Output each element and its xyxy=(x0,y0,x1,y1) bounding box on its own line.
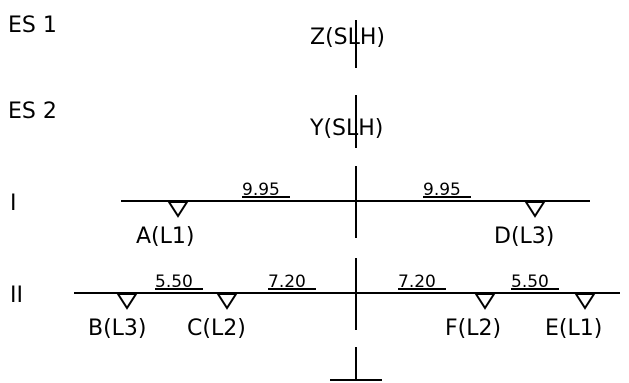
support-triangle-f xyxy=(474,293,496,310)
span-value: 9.95 xyxy=(423,180,461,200)
support-triangle-e xyxy=(574,293,596,310)
marker-z: Z(SLH) xyxy=(310,25,385,50)
level-label-ii: II xyxy=(10,283,23,308)
span-value: 7.20 xyxy=(398,272,436,292)
support-label-b: B(L3) xyxy=(88,316,147,341)
span-value: 5.50 xyxy=(155,272,193,292)
level-label-es2: ES 2 xyxy=(8,99,57,124)
support-label-c: C(L2) xyxy=(187,316,246,341)
level-label-i: I xyxy=(10,191,17,216)
span-value: 5.50 xyxy=(511,272,549,292)
support-triangle-c xyxy=(216,293,238,310)
support-label-d: D(L3) xyxy=(494,224,554,249)
support-triangle-a xyxy=(167,201,189,218)
span-value: 9.95 xyxy=(242,180,280,200)
support-triangle-d xyxy=(524,201,546,218)
support-triangle-b xyxy=(116,293,138,310)
level-label-es1: ES 1 xyxy=(8,13,57,38)
support-label-e: E(L1) xyxy=(545,316,602,341)
support-label-f: F(L2) xyxy=(445,316,501,341)
support-label-a: A(L1) xyxy=(136,224,194,249)
marker-y: Y(SLH) xyxy=(309,116,383,141)
span-value: 7.20 xyxy=(268,272,306,292)
